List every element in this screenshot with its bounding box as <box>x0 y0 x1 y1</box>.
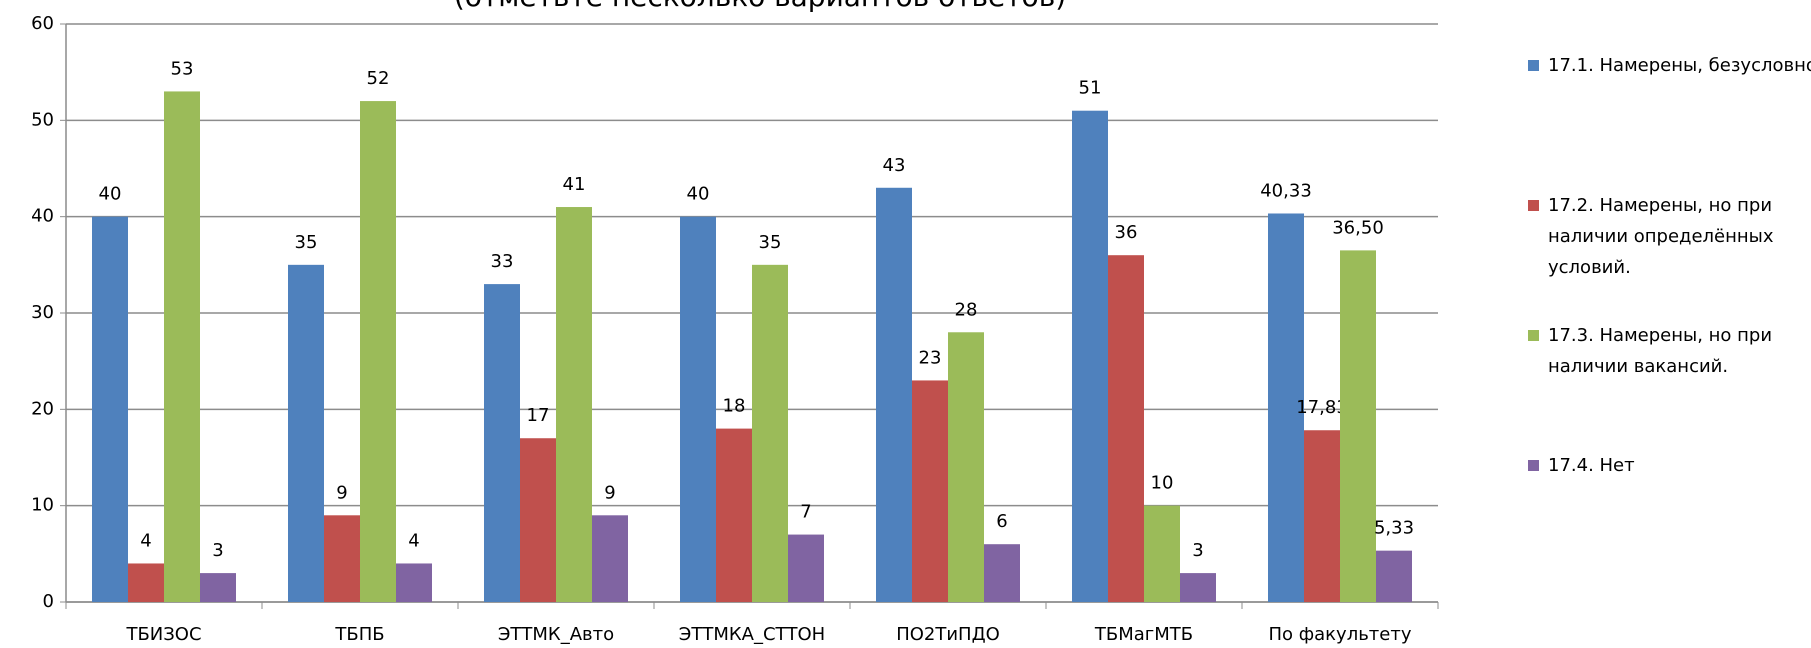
data-label: 35 <box>295 232 318 253</box>
data-label: 18 <box>723 396 746 417</box>
legend-swatch <box>1528 60 1539 71</box>
data-label: 17 <box>527 405 550 426</box>
x-tick-label: ЭТТМК_Авто <box>498 624 614 645</box>
x-tick-label: ТБИЗОС <box>125 624 201 645</box>
data-label: 23 <box>919 347 942 368</box>
data-label: 4 <box>408 530 419 551</box>
data-label: 4 <box>140 530 151 551</box>
y-tick-label: 10 <box>31 495 54 516</box>
x-tick-label: ТБПБ <box>334 624 384 645</box>
bar <box>680 216 716 602</box>
bar <box>92 216 128 602</box>
legend-item: 17.1. Намерены, безусловно. <box>1528 50 1811 81</box>
y-tick-label: 0 <box>43 591 54 612</box>
x-tick-label: ЭТТМКА_СТТОН <box>679 624 825 645</box>
data-label: 40,33 <box>1260 180 1312 201</box>
bar <box>164 91 200 602</box>
data-label: 43 <box>883 155 906 176</box>
data-label: 40 <box>687 184 710 205</box>
data-label: 17,83 <box>1296 397 1348 418</box>
legend-item: 17.2. Намерены, но при наличии определён… <box>1528 190 1811 283</box>
bar <box>128 563 164 602</box>
bar <box>556 207 592 603</box>
data-label: 51 <box>1079 78 1102 99</box>
data-label: 6 <box>996 511 1007 532</box>
bar <box>788 534 824 602</box>
data-label: 9 <box>336 482 347 503</box>
data-label: 41 <box>563 174 586 195</box>
bar <box>1268 213 1304 602</box>
bar <box>1376 550 1412 602</box>
y-tick-label: 30 <box>31 302 54 323</box>
bar <box>520 438 556 602</box>
y-tick-label: 60 <box>31 13 54 34</box>
bar <box>200 573 236 602</box>
data-label: 52 <box>367 68 390 89</box>
legend-swatch <box>1528 200 1539 211</box>
x-tick-label: По факультету <box>1268 624 1411 645</box>
bar <box>876 187 912 602</box>
data-label: 7 <box>800 502 811 523</box>
bar <box>752 264 788 602</box>
bar <box>592 515 628 602</box>
data-label: 33 <box>491 251 514 272</box>
x-tick-label: ПО2ТиПДО <box>896 624 1000 645</box>
data-label: 36 <box>1115 222 1138 243</box>
bar <box>948 332 984 602</box>
data-label: 5,33 <box>1374 518 1414 539</box>
legend-label: 17.2. Намерены, но при наличии определён… <box>1548 195 1774 278</box>
bar <box>324 515 360 602</box>
legend-item: 17.3. Намерены, но при наличии вакансий. <box>1528 320 1811 382</box>
legend-label: 17.3. Намерены, но при наличии вакансий. <box>1548 325 1773 377</box>
legend-label: 17.1. Намерены, безусловно. <box>1548 55 1811 76</box>
data-label: 36,50 <box>1332 217 1384 238</box>
data-label: 3 <box>1192 540 1203 561</box>
bar <box>484 284 520 602</box>
bar <box>1340 250 1376 602</box>
x-tick-label: ТБМагМТБ <box>1094 624 1193 645</box>
data-label: 9 <box>604 482 615 503</box>
chart-title: (отметьте несколько вариантов ответов) <box>454 0 1066 13</box>
bar <box>1180 573 1216 602</box>
bar <box>912 380 948 602</box>
bar <box>1108 255 1144 602</box>
bar <box>1304 430 1340 602</box>
data-label: 10 <box>1151 473 1174 494</box>
bar <box>716 428 752 602</box>
legend-label: 17.4. Нет <box>1548 455 1635 476</box>
legend-swatch <box>1528 460 1539 471</box>
data-label: 53 <box>171 58 194 79</box>
bar <box>360 101 396 603</box>
bar <box>396 563 432 602</box>
bar <box>1144 505 1180 602</box>
data-label: 35 <box>759 232 782 253</box>
data-label: 40 <box>99 184 122 205</box>
y-tick-label: 40 <box>31 206 54 227</box>
legend-item: 17.4. Нет <box>1528 450 1811 481</box>
bar <box>288 264 324 602</box>
y-tick-label: 50 <box>31 109 54 130</box>
y-tick-label: 20 <box>31 398 54 419</box>
data-label: 28 <box>955 299 978 320</box>
bar <box>984 544 1020 602</box>
bar <box>1072 110 1108 602</box>
data-label: 3 <box>212 540 223 561</box>
legend-swatch <box>1528 330 1539 341</box>
